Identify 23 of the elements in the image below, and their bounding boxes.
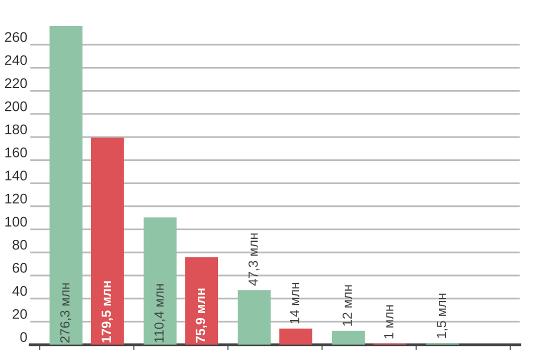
y-tick-label: 40 xyxy=(12,286,27,296)
y-tick-label: 60 xyxy=(12,262,27,273)
data-label: 110,4 млн xyxy=(154,284,166,342)
y-tick-label: 240 xyxy=(5,55,27,66)
y-tick-label: 80 xyxy=(12,240,27,250)
y-tick-label: 20 xyxy=(12,309,27,319)
y-tick-label: 260 xyxy=(5,32,27,42)
data-label: 75,9 млн xyxy=(196,288,208,343)
y-tick-label: 160 xyxy=(5,148,27,158)
y-tick-label: 100 xyxy=(5,216,27,227)
data-label: 47,3 млн xyxy=(248,234,260,286)
y-tick-label: 200 xyxy=(5,101,27,112)
y-tick-label: 0 xyxy=(20,332,27,342)
y-tick-label: 220 xyxy=(5,78,27,88)
y-tick-label: 180 xyxy=(5,124,27,134)
y-tick-label: 120 xyxy=(5,194,27,204)
y-tick-label: 140 xyxy=(5,170,27,180)
data-label: 14 млн xyxy=(290,282,300,324)
data-label: 1 млн xyxy=(384,305,394,338)
data-label: 12 млн xyxy=(342,285,352,326)
data-label: 276,3 млн xyxy=(60,283,72,342)
data-label: 179,5 млн xyxy=(102,281,113,342)
data-label: 1,5 млн xyxy=(436,294,448,338)
